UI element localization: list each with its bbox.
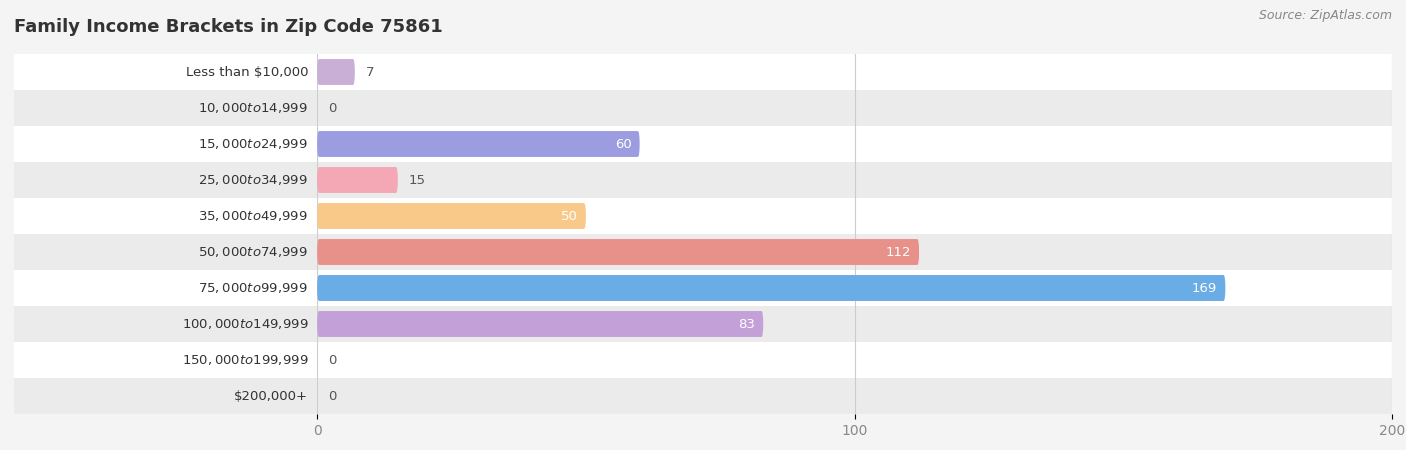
Text: 112: 112 [886, 246, 911, 258]
Text: 0: 0 [328, 354, 336, 366]
Bar [14, 198, 318, 234]
Text: $150,000 to $199,999: $150,000 to $199,999 [181, 353, 308, 367]
Text: 0: 0 [328, 102, 336, 114]
Text: 169: 169 [1192, 282, 1218, 294]
Bar [318, 198, 1392, 234]
Text: $25,000 to $34,999: $25,000 to $34,999 [198, 173, 308, 187]
Bar [318, 54, 1392, 90]
Bar [14, 306, 318, 342]
FancyBboxPatch shape [318, 203, 586, 229]
Text: $10,000 to $14,999: $10,000 to $14,999 [198, 101, 308, 115]
Text: $35,000 to $49,999: $35,000 to $49,999 [198, 209, 308, 223]
Text: 7: 7 [366, 66, 374, 78]
Text: Source: ZipAtlas.com: Source: ZipAtlas.com [1258, 9, 1392, 22]
Bar [14, 270, 318, 306]
FancyBboxPatch shape [318, 239, 920, 265]
Text: 50: 50 [561, 210, 578, 222]
Text: 83: 83 [738, 318, 755, 330]
Bar [318, 342, 1392, 378]
Bar [318, 270, 1392, 306]
Text: $200,000+: $200,000+ [235, 390, 308, 402]
Text: 15: 15 [409, 174, 426, 186]
Bar [318, 234, 1392, 270]
FancyBboxPatch shape [318, 131, 640, 157]
Text: Less than $10,000: Less than $10,000 [186, 66, 308, 78]
Bar [14, 342, 318, 378]
Text: $15,000 to $24,999: $15,000 to $24,999 [198, 137, 308, 151]
Text: 60: 60 [614, 138, 631, 150]
FancyBboxPatch shape [318, 275, 1226, 301]
Bar [14, 54, 318, 90]
FancyBboxPatch shape [318, 311, 763, 337]
Bar [318, 162, 1392, 198]
FancyBboxPatch shape [318, 59, 354, 85]
Bar [14, 378, 318, 414]
Bar [318, 306, 1392, 342]
Text: $100,000 to $149,999: $100,000 to $149,999 [181, 317, 308, 331]
Text: 0: 0 [328, 390, 336, 402]
Text: $50,000 to $74,999: $50,000 to $74,999 [198, 245, 308, 259]
Bar [14, 90, 318, 126]
Bar [318, 90, 1392, 126]
Bar [14, 234, 318, 270]
Bar [318, 126, 1392, 162]
Bar [318, 378, 1392, 414]
Bar [14, 162, 318, 198]
Text: Family Income Brackets in Zip Code 75861: Family Income Brackets in Zip Code 75861 [14, 18, 443, 36]
Bar [14, 126, 318, 162]
Text: $75,000 to $99,999: $75,000 to $99,999 [198, 281, 308, 295]
FancyBboxPatch shape [318, 167, 398, 193]
